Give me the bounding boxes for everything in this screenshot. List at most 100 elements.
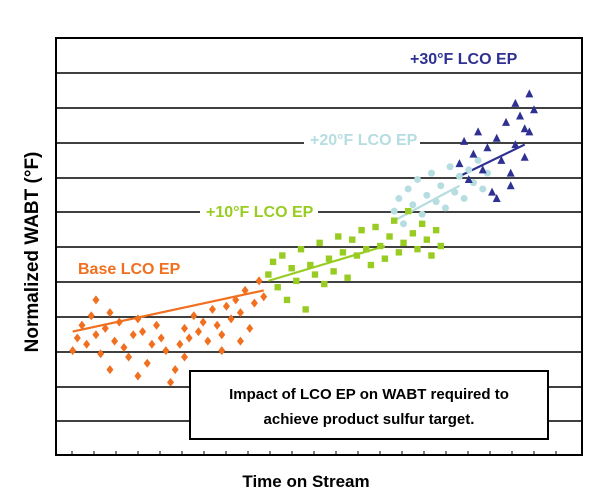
data-point [455, 159, 464, 168]
data-point [297, 245, 305, 253]
data-point [423, 191, 431, 199]
data-point [335, 233, 342, 240]
data-point [222, 301, 230, 311]
data-point [181, 323, 188, 333]
trend-lines [72, 143, 526, 333]
data-point [391, 217, 398, 224]
data-point [236, 336, 244, 346]
x-axis-label: Time on Stream [242, 472, 369, 489]
data-point [92, 330, 100, 340]
data-point [208, 304, 216, 314]
data-point [414, 245, 421, 253]
data-point [478, 165, 487, 174]
data-point [441, 204, 449, 212]
data-point [460, 194, 468, 202]
data-point [344, 274, 351, 281]
data-point [460, 136, 469, 145]
data-point [115, 317, 123, 327]
data-point [511, 140, 520, 149]
data-point [404, 185, 412, 193]
data-point [386, 233, 393, 240]
annotation-line-1: Impact of LCO EP on WABT required to [229, 386, 509, 403]
data-point [409, 201, 417, 209]
data-point [525, 127, 534, 136]
data-point [414, 175, 421, 183]
series-label: +20°F LCO EP [310, 132, 418, 149]
data-point [427, 169, 435, 177]
data-point [129, 330, 137, 340]
data-point [69, 346, 77, 356]
data-point [162, 346, 170, 356]
data-point [92, 295, 100, 305]
data-point [418, 220, 426, 228]
data-point [255, 276, 263, 286]
data-point [78, 320, 86, 330]
data-point [506, 181, 515, 190]
data-point [367, 261, 375, 269]
data-point [279, 252, 286, 259]
data-point [339, 249, 347, 256]
data-point [479, 185, 487, 193]
data-point [106, 308, 114, 318]
data-point [520, 152, 529, 161]
plot-area-frame [55, 37, 583, 456]
data-point [520, 124, 529, 133]
data-point [73, 333, 81, 343]
y-axis-label: Normalized WABT (°F) [22, 152, 43, 353]
data-point [148, 339, 156, 349]
data-point [311, 271, 319, 278]
data-point [325, 255, 333, 262]
data-point [134, 371, 142, 381]
data-point [390, 207, 398, 215]
data-point [83, 339, 91, 349]
data-point [423, 236, 431, 243]
data-point [451, 188, 459, 196]
data-point [185, 333, 193, 343]
data-point [446, 163, 454, 171]
data-point [190, 311, 198, 321]
data-point [236, 308, 244, 318]
data-point [530, 105, 538, 114]
data-point [246, 323, 254, 333]
data-point [153, 320, 161, 330]
data-point [516, 111, 525, 120]
data-point [204, 336, 212, 346]
data-point [120, 342, 128, 352]
data-point [101, 323, 109, 333]
data-point [409, 230, 417, 237]
data-point [157, 333, 165, 343]
series-label: Base LCO EP [78, 261, 181, 278]
data-point [455, 172, 463, 180]
data-point [511, 98, 520, 107]
data-point [363, 245, 370, 253]
data-point [497, 155, 506, 164]
series-label-background [72, 259, 190, 279]
series-label-background [200, 202, 318, 222]
data-point [400, 239, 407, 247]
data-point [437, 242, 444, 250]
series-label: +30°F LCO EP [410, 51, 518, 68]
data-point [106, 365, 114, 375]
data-point [265, 271, 272, 278]
data-point [321, 280, 328, 288]
trend-line [72, 289, 264, 333]
data-point [288, 265, 295, 272]
data-point [432, 226, 440, 234]
data-point [143, 358, 151, 368]
data-point [316, 239, 323, 247]
data-point [293, 277, 300, 285]
data-point [377, 242, 384, 250]
data-point [181, 352, 188, 362]
data-point [171, 365, 179, 375]
data-point [506, 168, 515, 177]
data-point [502, 117, 511, 126]
data-point [492, 193, 501, 202]
data-point [395, 194, 403, 202]
annotation-line-2: achieve product sulfur target. [264, 411, 475, 428]
data-point [269, 258, 277, 266]
data-point [139, 327, 147, 337]
data-point [307, 261, 314, 269]
data-point [250, 298, 258, 308]
data-point [260, 292, 268, 302]
